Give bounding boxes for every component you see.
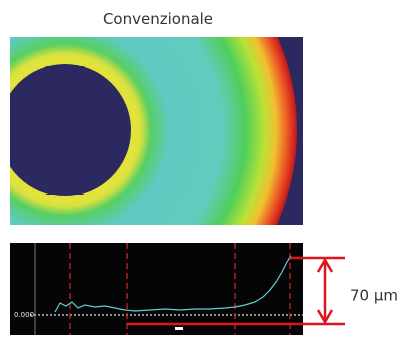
title: Convenzionale (103, 10, 213, 28)
axis-label: 0.000 (14, 311, 34, 319)
plot-background (10, 243, 303, 335)
profile-plot: 0.000 (10, 243, 303, 335)
hole (10, 64, 131, 196)
annotation: 70 µm (350, 287, 398, 305)
dimension (127, 256, 345, 326)
profile-line (54, 255, 292, 313)
cursor (175, 327, 183, 330)
dimension-arrows (316, 257, 334, 325)
heatmap (10, 37, 303, 225)
